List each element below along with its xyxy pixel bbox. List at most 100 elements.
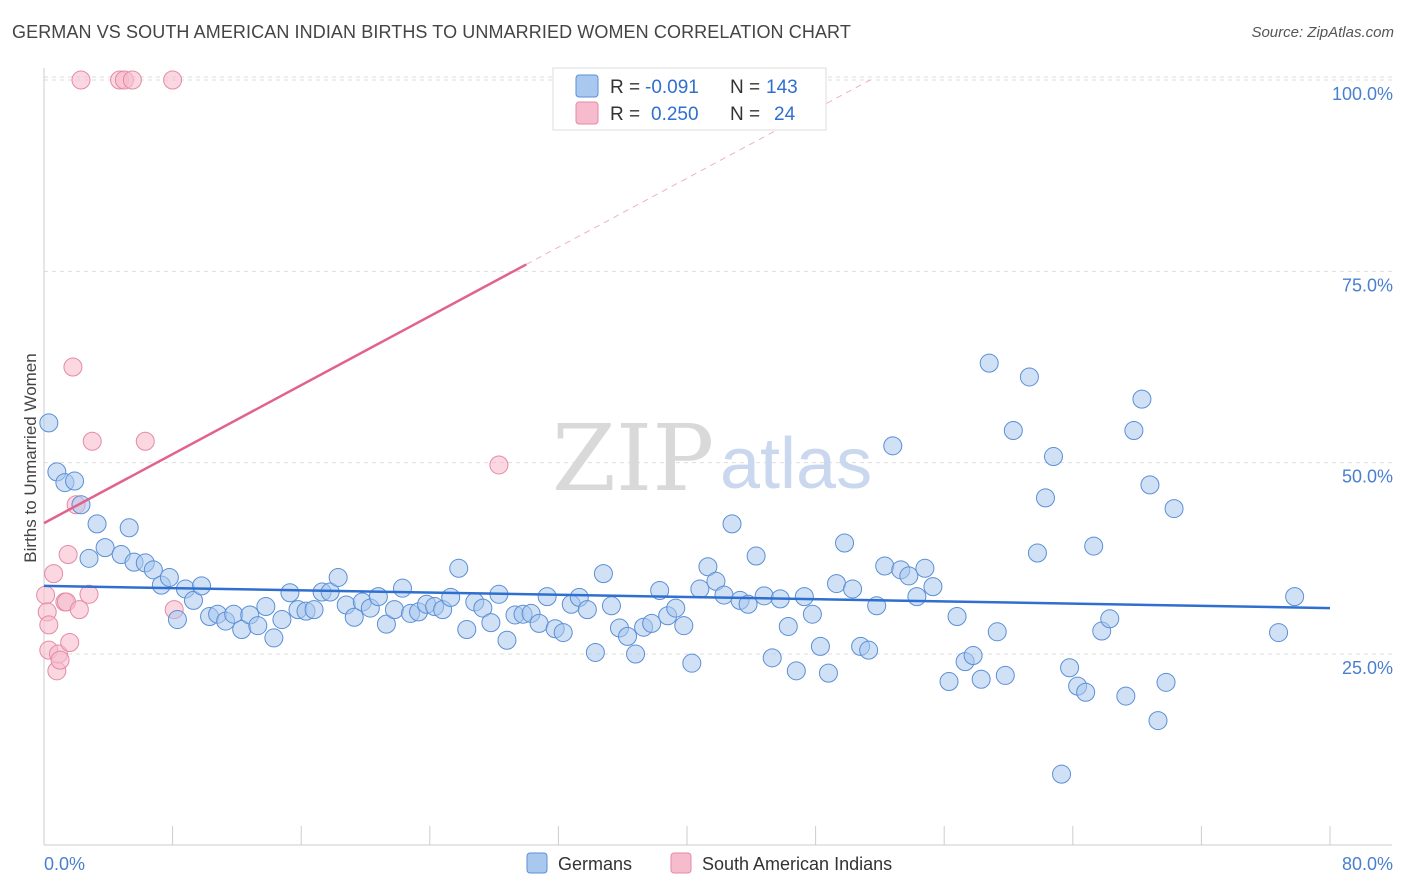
german-point: [328, 567, 348, 587]
german-point: [1084, 536, 1104, 556]
german-point: [826, 574, 846, 594]
german-point: [481, 613, 501, 633]
series-south-american-indians: [36, 70, 509, 681]
sa-indian-point: [163, 70, 183, 90]
sa-indian-point: [79, 584, 99, 604]
german-point: [449, 558, 469, 578]
y-tick-label: 100.0%: [1332, 84, 1393, 104]
legend-n-label-1: N =: [730, 77, 760, 98]
german-point: [183, 590, 203, 610]
sa-indian-point: [82, 431, 102, 451]
german-point: [119, 518, 139, 538]
german-point: [577, 600, 597, 620]
legend-swatch-sa-indians: [575, 101, 599, 125]
german-point: [1044, 447, 1064, 467]
german-point: [95, 538, 115, 558]
german-point: [1164, 499, 1184, 519]
german-point: [1100, 609, 1120, 629]
y-tick-label: 50.0%: [1342, 467, 1393, 487]
legend-box: R = -0.091 N = 143 R = 0.250 N = 24: [552, 67, 827, 131]
german-point: [1019, 367, 1039, 387]
german-point: [1052, 764, 1072, 784]
german-point: [979, 353, 999, 373]
sa-indian-point: [63, 357, 83, 377]
german-point: [1156, 672, 1176, 692]
german-point: [971, 669, 991, 689]
german-point: [963, 646, 983, 666]
german-point: [39, 413, 59, 433]
german-point: [1060, 658, 1080, 678]
sa-indian-point: [135, 431, 155, 451]
german-point: [87, 514, 107, 534]
german-point: [473, 598, 493, 618]
german-point: [939, 672, 959, 692]
german-point: [810, 636, 830, 656]
german-point: [818, 663, 838, 683]
legend-swatch-germans: [575, 74, 599, 98]
german-point: [762, 648, 782, 668]
legend-n-value-1: 143: [766, 77, 798, 98]
bottom-legend: Germans South American Indians: [526, 852, 892, 874]
legend-r-label-1: R =: [610, 77, 640, 98]
german-point: [786, 661, 806, 681]
german-point: [690, 579, 710, 599]
german-point: [159, 567, 179, 587]
german-point: [248, 616, 268, 636]
sa-indian-point: [36, 585, 56, 605]
chart-title: GERMAN VS SOUTH AMERICAN INDIAN BIRTHS T…: [12, 22, 851, 42]
german-point: [585, 642, 605, 662]
german-point: [682, 653, 702, 673]
legend-r-label-2: R =: [610, 104, 640, 125]
german-point: [529, 613, 549, 633]
bottom-legend-sa-indians: South American Indians: [702, 854, 892, 874]
german-point: [915, 558, 935, 578]
legend-n-label-2: N =: [730, 104, 760, 125]
german-point: [601, 596, 621, 616]
german-point: [746, 546, 766, 566]
german-point: [457, 620, 477, 640]
german-point: [65, 471, 85, 491]
germans-trend-line: [43, 584, 1331, 610]
german-point: [674, 616, 694, 636]
bottom-legend-swatch-germans: [526, 852, 548, 874]
sa-indian-point: [50, 650, 70, 670]
german-point: [987, 622, 1007, 642]
y-tick-label: 75.0%: [1342, 275, 1393, 295]
sa-indian-point: [71, 70, 91, 90]
german-point: [738, 594, 758, 614]
watermark: ZIP atlas: [552, 405, 872, 512]
sa-indian-point: [39, 615, 59, 635]
german-point: [192, 576, 212, 596]
sa-indians-trend-line: [43, 263, 527, 525]
german-point: [392, 578, 412, 598]
german-point: [722, 514, 742, 534]
german-point: [794, 587, 814, 607]
german-point: [384, 600, 404, 620]
watermark-atlas: atlas: [720, 424, 872, 504]
german-point: [698, 557, 718, 577]
german-point: [626, 644, 646, 664]
x-tick-label-min: 0.0%: [44, 854, 85, 874]
legend-r-value-1: -0.091: [645, 77, 699, 98]
german-point: [899, 566, 919, 586]
german-point: [280, 583, 300, 603]
german-point: [441, 587, 461, 607]
german-point: [1003, 421, 1023, 441]
german-point: [859, 640, 879, 660]
german-point: [883, 436, 903, 456]
german-point: [875, 556, 895, 576]
german-point: [907, 587, 927, 607]
german-point: [497, 630, 517, 650]
sa-indian-point: [58, 545, 78, 565]
sa-indian-point: [69, 600, 89, 620]
german-point: [754, 586, 774, 606]
series-germans: [39, 353, 1305, 784]
y-tick-label: 25.0%: [1342, 658, 1393, 678]
legend-n-value-2: 24: [774, 104, 796, 125]
german-point: [947, 606, 967, 626]
german-point: [1116, 686, 1136, 706]
german-point: [143, 560, 163, 580]
german-point: [843, 579, 863, 599]
german-point: [1027, 543, 1047, 563]
